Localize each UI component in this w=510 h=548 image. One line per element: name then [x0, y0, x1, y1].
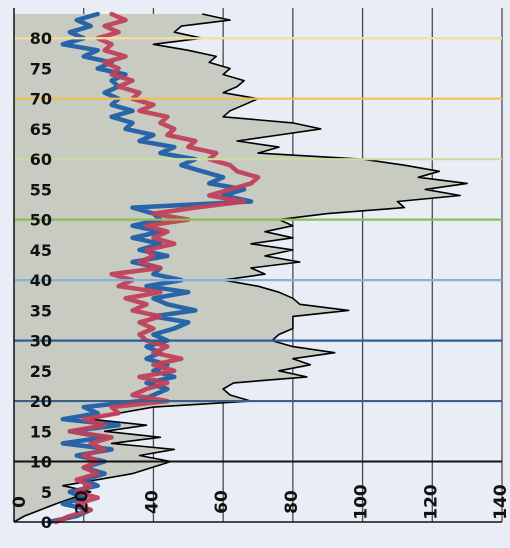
x-tick-label-60: 60	[212, 490, 232, 514]
y-tick-label-55: 55	[30, 180, 52, 199]
x-tick-label-140: 140	[491, 484, 510, 520]
y-tick-label-0: 0	[41, 513, 52, 532]
y-tick-label-20: 20	[30, 392, 52, 411]
axes	[13, 8, 502, 523]
x-tick-label-20: 20	[73, 490, 93, 514]
x-tick-label-120: 120	[421, 484, 441, 520]
x-tick-label-0: 0	[10, 496, 30, 508]
y-tick-label-65: 65	[30, 120, 52, 139]
series-0-area	[14, 14, 468, 522]
y-tick-labels: 0 5 10 15 20 25 30 35 40 45 50 55 60 65 70 75 80	[30, 29, 52, 532]
y-tick-label-40: 40	[30, 271, 52, 290]
y-tick-label-5: 5	[41, 483, 52, 502]
y-tick-label-60: 60	[30, 150, 52, 169]
x-tick-labels: 0 20 40 60 80 100 120 140	[10, 484, 510, 520]
x-tick-label-40: 40	[142, 490, 162, 514]
y-tick-label-35: 35	[30, 301, 52, 320]
y-tick-label-15: 15	[30, 422, 52, 441]
y-tick-label-50: 50	[30, 211, 52, 230]
x-tick-label-80: 80	[282, 490, 302, 514]
y-tick-label-80: 80	[30, 29, 52, 48]
y-tick-label-75: 75	[30, 59, 52, 78]
y-tick-label-30: 30	[30, 332, 52, 351]
y-tick-label-70: 70	[30, 90, 52, 109]
x-tick-label-100: 100	[352, 484, 372, 520]
y-tick-label-10: 10	[30, 453, 52, 472]
y-tick-label-45: 45	[30, 241, 52, 260]
y-tick-label-25: 25	[30, 362, 52, 381]
reference-lines	[14, 37, 502, 463]
